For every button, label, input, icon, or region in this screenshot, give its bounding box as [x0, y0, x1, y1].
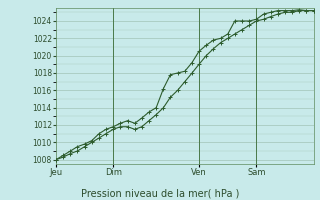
Text: Pression niveau de la mer( hPa ): Pression niveau de la mer( hPa ) — [81, 188, 239, 198]
